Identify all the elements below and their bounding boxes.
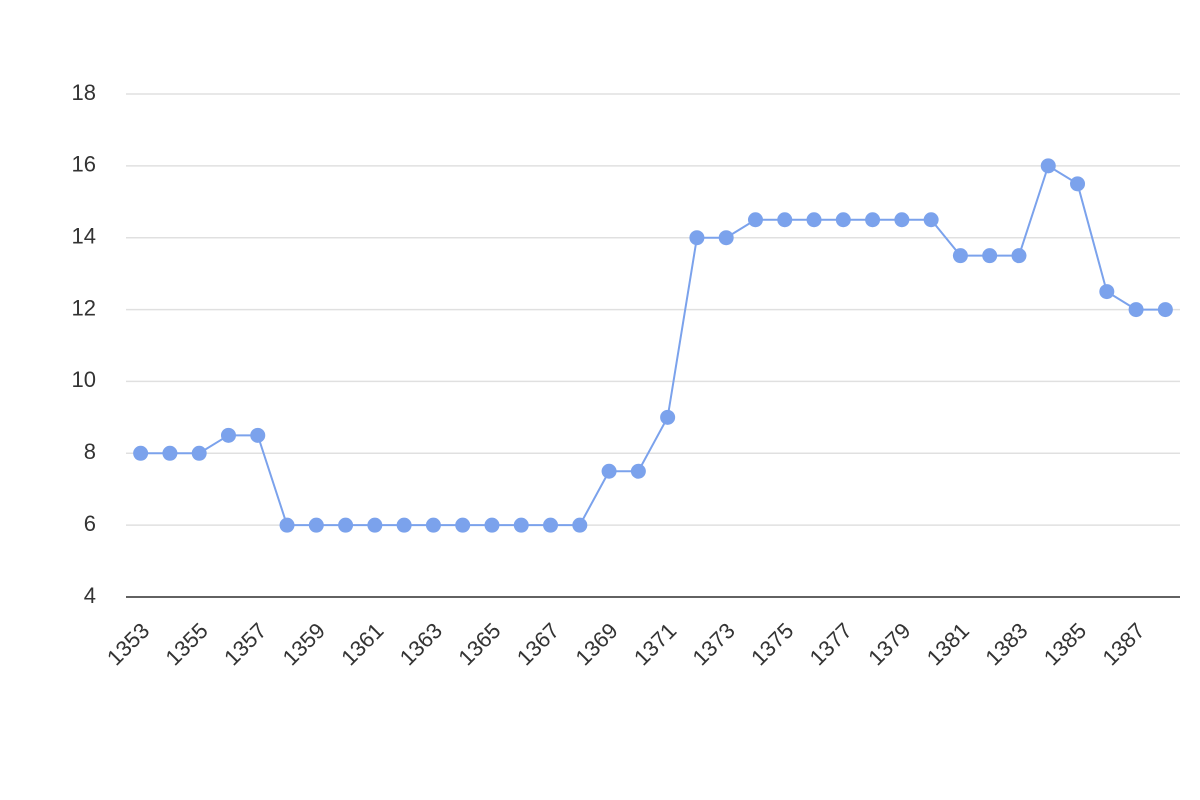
data-point bbox=[162, 445, 178, 461]
x-tick-label: 1375 bbox=[746, 618, 798, 670]
x-tick-label: 1379 bbox=[863, 618, 915, 670]
x-tick-label: 1369 bbox=[570, 618, 622, 670]
x-tick-label: 1385 bbox=[1039, 618, 1091, 670]
data-point bbox=[1099, 284, 1115, 300]
data-point bbox=[1040, 158, 1056, 174]
data-point bbox=[250, 427, 266, 443]
data-point bbox=[747, 212, 763, 228]
x-tick-label: 1381 bbox=[922, 618, 974, 670]
data-point bbox=[982, 248, 998, 264]
x-tick-label: 1387 bbox=[1097, 618, 1149, 670]
data-point bbox=[806, 212, 822, 228]
data-point bbox=[425, 517, 441, 533]
data-point bbox=[601, 463, 617, 479]
y-tick-label: 6 bbox=[84, 511, 96, 536]
y-tick-label: 16 bbox=[72, 152, 96, 177]
data-point bbox=[630, 463, 646, 479]
data-point bbox=[1011, 248, 1027, 264]
x-tick-label: 1353 bbox=[102, 618, 154, 670]
y-tick-label: 12 bbox=[72, 295, 96, 320]
data-point bbox=[543, 517, 559, 533]
x-tick-label: 1357 bbox=[219, 618, 271, 670]
data-point bbox=[513, 517, 529, 533]
data-point bbox=[718, 230, 734, 246]
data-point bbox=[777, 212, 793, 228]
data-point bbox=[660, 409, 676, 425]
y-tick-label: 14 bbox=[72, 224, 96, 249]
x-tick-label: 1355 bbox=[161, 618, 213, 670]
data-point bbox=[894, 212, 910, 228]
data-point bbox=[835, 212, 851, 228]
data-point bbox=[1157, 302, 1173, 318]
data-point bbox=[484, 517, 500, 533]
x-tick-label: 1367 bbox=[512, 618, 564, 670]
x-tick-label: 1363 bbox=[395, 618, 447, 670]
x-tick-label: 1383 bbox=[980, 618, 1032, 670]
x-tick-label: 1359 bbox=[278, 618, 330, 670]
y-tick-label: 18 bbox=[72, 80, 96, 105]
y-tick-label: 4 bbox=[84, 583, 96, 608]
x-tick-label: 1365 bbox=[453, 618, 505, 670]
data-point bbox=[133, 445, 149, 461]
x-tick-label: 1377 bbox=[805, 618, 857, 670]
data-point bbox=[923, 212, 939, 228]
data-point bbox=[220, 427, 236, 443]
data-point bbox=[1070, 176, 1086, 192]
data-point bbox=[308, 517, 324, 533]
data-point bbox=[1128, 302, 1144, 318]
data-point bbox=[396, 517, 412, 533]
series-line bbox=[140, 164, 1166, 527]
y-tick-label: 10 bbox=[72, 367, 96, 392]
data-point bbox=[455, 517, 471, 533]
x-tick-label: 1373 bbox=[688, 618, 740, 670]
x-tick-label: 1371 bbox=[629, 618, 681, 670]
data-point bbox=[689, 230, 705, 246]
data-point bbox=[338, 517, 354, 533]
data-point bbox=[367, 517, 383, 533]
data-point bbox=[865, 212, 881, 228]
y-tick-label: 8 bbox=[84, 439, 96, 464]
data-point bbox=[952, 248, 968, 264]
data-point bbox=[279, 517, 295, 533]
data-point bbox=[572, 517, 588, 533]
x-tick-label: 1361 bbox=[336, 618, 388, 670]
data-point bbox=[191, 445, 207, 461]
